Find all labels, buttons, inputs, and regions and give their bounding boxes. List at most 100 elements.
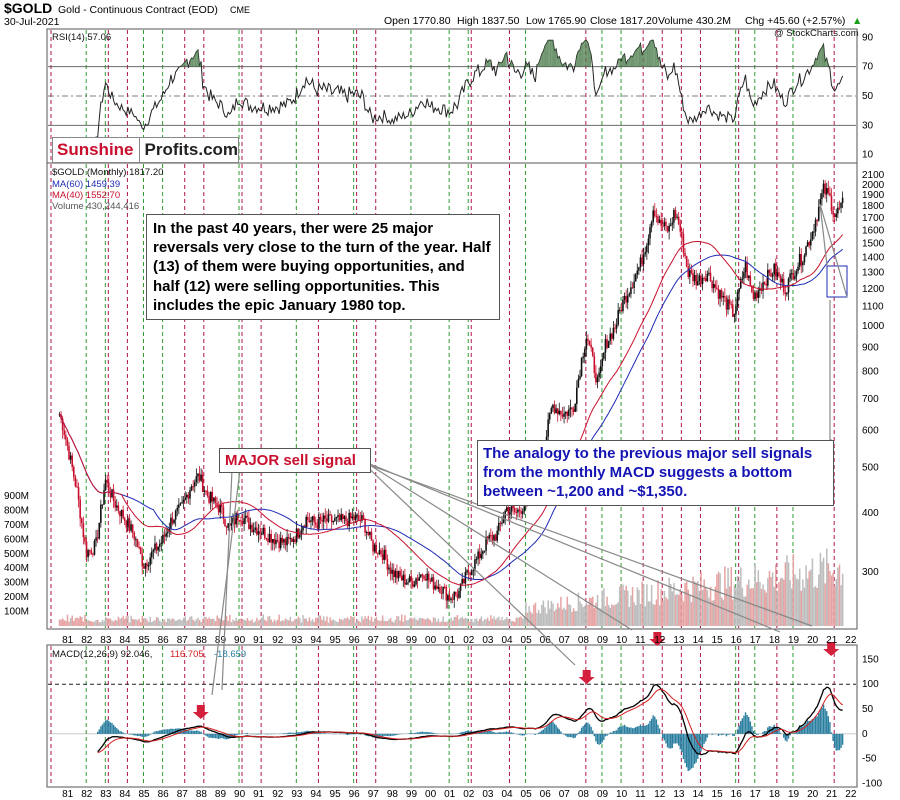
volume-bar — [66, 614, 69, 626]
volume-bar — [162, 620, 164, 626]
macd-histogram-bar — [584, 724, 586, 734]
candle-body — [763, 282, 766, 285]
candle-body — [111, 489, 113, 498]
rsi-tick-label: 70 — [862, 62, 874, 73]
volume-bar — [821, 561, 823, 626]
sell-arrow-icon — [649, 632, 666, 646]
macd-histogram-bar — [590, 726, 592, 734]
rsi-overbought-fill — [564, 62, 566, 67]
rsi-overbought-fill — [540, 54, 542, 67]
volume-bar — [262, 614, 265, 626]
macd-histogram-bar — [719, 733, 721, 735]
candle-body — [399, 570, 401, 577]
price-series — [58, 179, 844, 609]
macd-histogram-bar — [510, 732, 513, 734]
x-tick-label: 12 — [654, 789, 666, 800]
volume-bar — [278, 614, 280, 626]
price-tick-label: 2100 — [862, 170, 885, 181]
macd-histogram-bar — [426, 731, 428, 734]
volume-bar — [509, 619, 511, 626]
macd-histogram-bar — [827, 716, 830, 734]
macd-histogram-bar — [315, 732, 317, 734]
candle-body — [776, 272, 779, 277]
volume-bar — [286, 619, 288, 626]
volume-bar — [833, 586, 836, 626]
volume-bar — [588, 597, 591, 626]
macd-histogram-bar — [833, 733, 836, 748]
candle-body — [260, 533, 263, 535]
volume-bar — [365, 618, 368, 626]
candle-body — [389, 567, 392, 574]
volume-bar — [227, 620, 229, 626]
macd-histogram-bar — [291, 732, 293, 734]
candle-body — [80, 518, 83, 523]
candle-body — [391, 569, 393, 574]
macd-histogram-bar — [302, 731, 304, 734]
candle-body — [701, 277, 704, 284]
candle-body — [618, 309, 621, 311]
candle-body — [676, 216, 678, 218]
volume-bar — [184, 616, 187, 626]
candle-body — [63, 430, 66, 436]
macd-histogram-bar — [748, 716, 750, 734]
candle-body — [259, 531, 261, 535]
macd-histogram-bar — [674, 733, 677, 744]
volume-bar — [133, 619, 136, 626]
macd-histogram-bar — [504, 731, 506, 734]
candle-body — [410, 576, 413, 582]
macd-histogram-bar — [676, 733, 678, 744]
candle-body — [821, 193, 823, 199]
macd-histogram-bar — [434, 733, 436, 734]
volume-bar — [407, 620, 409, 626]
macd-histogram-bar — [727, 733, 729, 735]
candle-body — [291, 538, 293, 542]
macd-histogram-bar — [364, 733, 366, 736]
volume-bar — [639, 603, 642, 626]
logo-part-sunshine: Sunshine — [53, 138, 140, 162]
x-tick-label: 91 — [253, 635, 265, 646]
candle-body — [464, 571, 467, 584]
volume-bar — [265, 621, 268, 626]
macd-histogram-bar — [598, 733, 600, 745]
volume-tick-label: 800M — [4, 505, 29, 516]
macd-histogram-bar — [662, 733, 664, 739]
volume-bar — [442, 616, 444, 626]
volume-bar — [238, 620, 241, 626]
volume-bar — [71, 615, 73, 626]
x-tick-label: 21 — [826, 789, 838, 800]
volume-bar — [82, 621, 85, 626]
rsi-overbought-fill — [489, 59, 491, 67]
volume-bar — [545, 613, 548, 626]
candle-body — [733, 314, 736, 317]
volume-bar — [606, 596, 608, 626]
volume-bar — [693, 581, 696, 626]
candle-body — [617, 310, 619, 325]
volume-bar — [649, 601, 651, 626]
candle-body — [427, 573, 430, 581]
volume-bar — [98, 622, 101, 626]
macd-histogram-bar — [431, 732, 433, 734]
macd-histogram-bar — [673, 733, 675, 744]
volume-bar — [143, 618, 145, 626]
rsi-overbought-fill — [503, 54, 506, 67]
candle-body — [510, 506, 513, 512]
volume-bar — [436, 621, 438, 626]
volume-bar — [472, 622, 475, 626]
macd-histogram-bar — [475, 730, 478, 734]
macd-histogram-bar — [144, 733, 147, 737]
candle-body — [224, 519, 226, 527]
candle-body — [752, 292, 755, 299]
volume-bar — [400, 614, 403, 626]
x-tick-label: 17 — [750, 635, 762, 646]
rsi-overbought-fill — [498, 62, 501, 67]
macd-histogram-bar — [130, 733, 132, 735]
candle-body — [803, 255, 806, 263]
volume-bar — [687, 589, 690, 626]
volume-bar — [660, 588, 662, 626]
macd-histogram-bar — [701, 733, 704, 748]
volume-bar — [451, 620, 454, 626]
candle-body — [719, 290, 721, 299]
candle-body — [709, 272, 712, 282]
candle-body — [349, 512, 352, 519]
